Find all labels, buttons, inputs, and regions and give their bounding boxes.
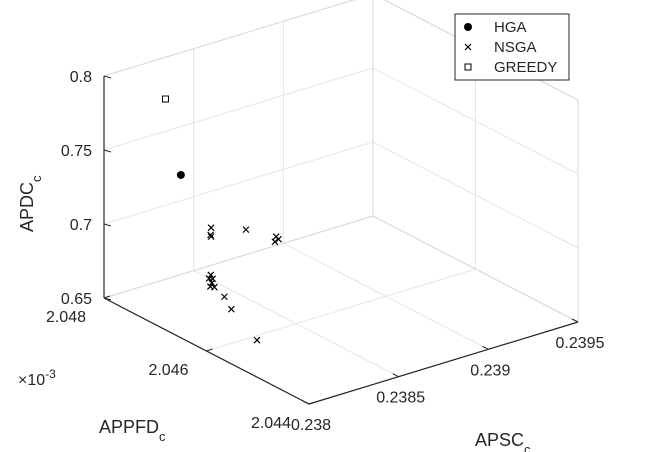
- legend-marker-filled-circle: [464, 23, 472, 31]
- data-point-nsga: [275, 235, 282, 243]
- z-tick-label: 0.8: [70, 69, 92, 86]
- data-point-nsga: [271, 238, 279, 246]
- y-axis-label-subscript: c: [159, 429, 166, 444]
- back-wall-gridline-z: [103, 0, 356, 77]
- z-axis-label: APDCc: [17, 175, 44, 232]
- x-tick-mark: [482, 345, 489, 350]
- y-tick-mark: [103, 295, 111, 299]
- x-tick-mark: [571, 318, 579, 323]
- y-tick-label: 2.048: [46, 309, 86, 326]
- legend-label: GREEDY: [494, 59, 557, 76]
- y-axis-label: APPFDc: [99, 417, 166, 444]
- x-axis-label-subscript: c: [524, 442, 531, 452]
- x-tick-mark: [302, 400, 310, 405]
- x-axis-label-main: APSC: [475, 430, 524, 450]
- z-tick-mark: [103, 223, 112, 227]
- z-axis-label-subscript: c: [29, 175, 44, 182]
- x-tick-label: 0.2385: [376, 390, 425, 407]
- z-axis-label-main: APDC: [17, 182, 37, 232]
- z-tick-label: 0.65: [61, 291, 92, 308]
- legend-item-nsga: NSGA: [464, 39, 537, 56]
- data-point-nsga: [221, 293, 228, 301]
- x-tick-label: 0.2395: [556, 335, 605, 352]
- data-point-nsga: [207, 233, 215, 241]
- side-wall-gridline-z: [372, 141, 579, 249]
- y-tick-mark: [308, 401, 316, 405]
- x-axis-line: [308, 321, 579, 405]
- y-axis-label-main: APPFD: [99, 417, 159, 437]
- y-tick-mark: [206, 348, 213, 352]
- legend-box: [454, 13, 570, 81]
- legend-label: HGA: [494, 19, 527, 36]
- data-point-nsga: [242, 226, 250, 234]
- z-tick-label: 0.7: [70, 217, 92, 234]
- legend-item-greedy: GREEDY: [464, 59, 557, 76]
- tick-labels: 0.238 0.2385 0.239 0.2395 2.044 2.046 2.0480.6…: [46, 69, 605, 434]
- data-point-nsga: [207, 224, 215, 232]
- data-point-nsga: [207, 271, 215, 279]
- y-tick-label: 2.046: [148, 362, 188, 379]
- z-tick-mark: [103, 75, 112, 79]
- y-axis-exponent-power: -3: [45, 367, 56, 381]
- x-axis-label: APSCc: [475, 430, 531, 452]
- box-edge: [372, 215, 579, 323]
- y-axis-exponent: ×10-3: [18, 367, 56, 389]
- legend-label: NSGA: [494, 39, 537, 56]
- back-wall-gridline-z: [103, 141, 374, 225]
- legend-item-hga: HGA: [464, 19, 527, 36]
- side-wall-gridline-z: [372, 67, 579, 175]
- axis-labels: APSCc APPFDc APDCc ×10-3: [17, 175, 531, 452]
- x-tick-mark: [392, 373, 399, 378]
- legend-marker-cross: [464, 43, 472, 51]
- box-edge: [103, 215, 374, 299]
- back-wall-gridline-z: [103, 67, 374, 151]
- floor-gridline-y: [206, 268, 476, 352]
- x-tick-label: 0.238: [291, 417, 331, 434]
- data-point-hga: [176, 170, 185, 179]
- data-point-nsga: [227, 305, 235, 313]
- legend: HGA NSGA GREEDY: [454, 13, 570, 81]
- data-point-nsga: [206, 283, 214, 290]
- data-point-nsga: [207, 231, 215, 239]
- data-point-nsga: [253, 336, 261, 344]
- x-tick-label: 0.239: [470, 362, 510, 379]
- data-point-nsga: [209, 275, 217, 283]
- y-tick-label: 2.044: [251, 415, 291, 432]
- data-point-greedy: [161, 95, 169, 103]
- data-points: [161, 95, 282, 344]
- z-tick-label: 0.75: [61, 143, 92, 160]
- z-tick-mark: [103, 297, 112, 301]
- y-axis-exponent-prefix: ×10: [18, 372, 45, 389]
- box-edge: [103, 0, 356, 77]
- z-tick-mark: [103, 149, 112, 153]
- legend-marker-open-square: [464, 63, 472, 71]
